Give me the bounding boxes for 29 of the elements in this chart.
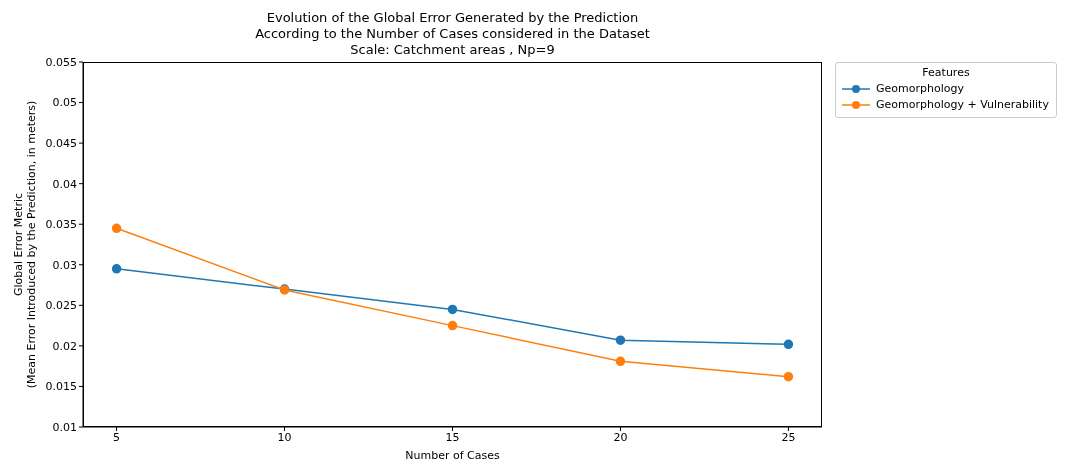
y-tick-label: 0.01 (52, 420, 77, 434)
y-tick-label: 0.04 (52, 177, 77, 191)
y-tick-label: 0.015 (45, 380, 77, 394)
y-tick-label: 0.055 (45, 55, 77, 69)
point (447, 304, 458, 315)
y-tick-label: 0.025 (45, 299, 77, 313)
y-tick-label: 0.035 (45, 218, 77, 232)
y-tick-label: 0.02 (52, 339, 77, 353)
point (783, 339, 794, 350)
y-tick-label: 0.03 (52, 258, 77, 272)
chart-title: Evolution of the Global Error Generated by the Prediction According to the Number of Cases considered in the Dataset Scale: Catchment areas , Np=9 (254, 10, 651, 58)
point (111, 223, 122, 234)
legend-label: Geomorphology + Vulnerability (876, 98, 1049, 111)
x-tick-label: 20 (613, 430, 628, 444)
point (111, 264, 122, 274)
legend-title: Features (921, 66, 971, 79)
point (447, 320, 458, 331)
point (615, 356, 626, 367)
point (615, 335, 626, 345)
x-tick-label: 5 (113, 430, 121, 444)
point (783, 371, 794, 382)
y-tick-label: 0.045 (45, 137, 77, 151)
legend-label: Geomorphology (876, 82, 964, 95)
x-tick-label: 10 (277, 430, 292, 444)
y-tick-label: 0.05 (52, 96, 77, 110)
y-axis-title: Global Error Metric (Mean Error Introduced by the Prediction, in meters) (12, 100, 38, 389)
x-tick-label: 15 (445, 430, 460, 444)
x-axis-title: Number of Cases (405, 449, 500, 462)
x-tick-label: 25 (781, 430, 796, 444)
